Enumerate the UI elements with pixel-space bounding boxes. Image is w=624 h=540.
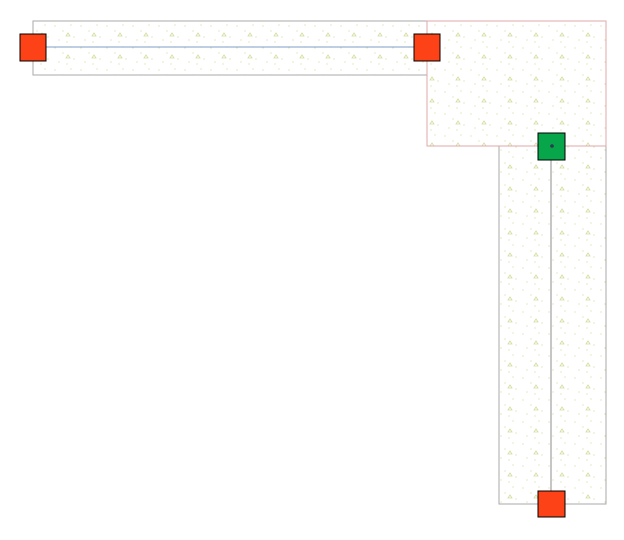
vertical-slab[interactable] <box>498 145 607 505</box>
end-node-left[interactable] <box>19 33 47 62</box>
joint-node-center-dot <box>550 144 554 148</box>
end-node-bottom[interactable] <box>537 490 566 518</box>
corner-slab-selected[interactable] <box>426 20 607 147</box>
end-node-top-right[interactable] <box>413 33 441 62</box>
horizontal-slab[interactable] <box>32 20 428 76</box>
